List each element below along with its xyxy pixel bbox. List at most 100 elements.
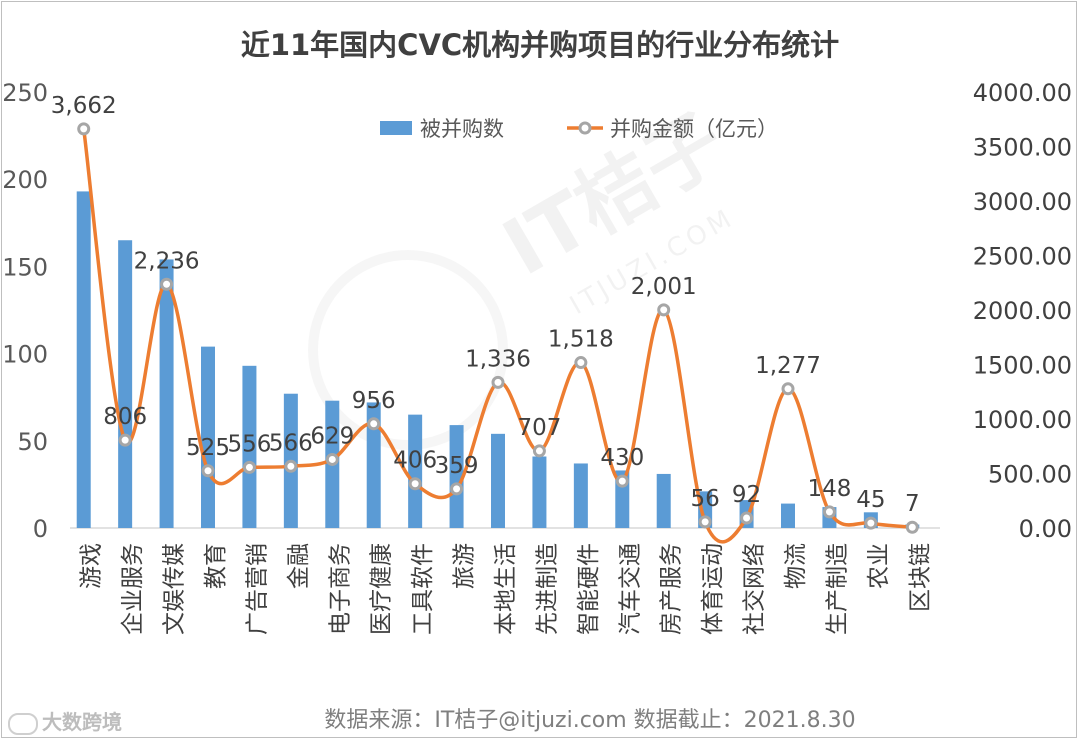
x-tick-label: 房产服务 — [659, 543, 685, 635]
line-point — [160, 277, 174, 291]
line-point — [615, 474, 629, 488]
x-tick-label: 医疗健康 — [369, 543, 395, 635]
line-point — [367, 417, 381, 431]
line-data-label: 1,518 — [548, 327, 614, 353]
y-left-tick-label: 50 — [17, 428, 48, 456]
line-point — [77, 122, 91, 136]
x-tick-label: 汽车交通 — [617, 543, 643, 635]
line-data-label: 56 — [691, 486, 720, 512]
line-data-label: 707 — [517, 415, 561, 441]
bar — [408, 414, 423, 528]
line-data-label: 956 — [352, 388, 396, 414]
x-tick-label: 体育运动 — [700, 543, 726, 635]
brand-icon — [8, 712, 38, 735]
y-right-tick-label: 1000.00 — [973, 406, 1072, 434]
x-tick-label: 本地生活 — [493, 543, 519, 635]
x-tick-label: 金融 — [286, 543, 312, 589]
line-data-label: 629 — [310, 423, 354, 449]
y-left-tick-label: 100 — [2, 341, 48, 369]
line-data-label: 2,001 — [631, 274, 697, 300]
line-point — [450, 482, 464, 496]
y-left-tick-label: 250 — [2, 79, 48, 107]
y-right-tick-label: 500.00 — [988, 461, 1072, 489]
x-tick-label: 电子商务 — [327, 543, 353, 635]
bar — [532, 456, 547, 528]
line-data-label: 1,336 — [465, 346, 531, 372]
y-right-tick-label: 1500.00 — [973, 352, 1072, 380]
x-tick-label: 广告营销 — [244, 543, 270, 635]
bar — [159, 259, 174, 528]
line-data-label: 525 — [186, 435, 230, 461]
line-point — [242, 460, 256, 474]
line-point — [491, 375, 505, 389]
x-tick-label: 先进制造 — [534, 543, 560, 635]
bar — [242, 365, 257, 528]
line-point — [118, 433, 132, 447]
line-point — [408, 477, 422, 491]
legend-bar-swatch — [380, 121, 412, 135]
legend-bar-label: 被并购数 — [420, 117, 504, 141]
x-tick-label: 区块链 — [907, 543, 933, 612]
line-point — [325, 452, 339, 466]
line-data-label: 1,277 — [755, 353, 821, 379]
bar — [656, 473, 671, 528]
brand-name: 大数跨境 — [42, 710, 122, 734]
line-data-label: 430 — [600, 445, 644, 471]
source-note: 数据来源：IT桔子@itjuzi.com 数据截止：2021.8.30 — [324, 708, 856, 733]
y-left-tick-label: 200 — [2, 166, 48, 194]
x-tick-label: 物流 — [783, 543, 809, 589]
line-data-label: 406 — [393, 448, 437, 474]
line-data-label: 3,662 — [51, 93, 117, 119]
line-data-label: 566 — [269, 430, 313, 456]
line-point — [284, 459, 298, 473]
line-data-label: 92 — [732, 482, 761, 508]
line-series — [77, 122, 919, 544]
bar — [573, 463, 588, 528]
line-data-label: 7 — [905, 491, 920, 517]
bar — [118, 240, 133, 529]
bar — [491, 433, 505, 528]
y-right-tick-label: 2000.00 — [973, 297, 1072, 325]
legend: 被并购数 并购金额（亿元） — [380, 117, 778, 141]
x-tick-label: 教育 — [203, 543, 229, 589]
x-tick-label: 企业服务 — [120, 543, 146, 635]
legend-line-label: 并购金额（亿元） — [610, 117, 778, 141]
line-point — [532, 444, 546, 458]
y-right-tick-label: 2500.00 — [973, 243, 1072, 271]
x-tick-label: 社交网络 — [742, 543, 768, 635]
x-tick-label: 生产制造 — [824, 543, 850, 635]
y-left-tick-label: 150 — [2, 253, 48, 281]
line-data-label: 2,236 — [134, 248, 200, 274]
line-data-label: 806 — [103, 404, 147, 430]
line-data-label: 359 — [435, 453, 479, 479]
line-point — [574, 356, 588, 370]
line-point — [201, 464, 215, 478]
line-data-label: 556 — [227, 431, 271, 457]
line-point — [657, 303, 671, 317]
bar — [449, 425, 464, 528]
y-left-tick-label: 0 — [33, 515, 48, 543]
y-right-tick-label: 3000.00 — [973, 188, 1072, 216]
line-point — [905, 520, 919, 534]
y-right-tick-label: 3500.00 — [973, 134, 1072, 162]
line-point — [781, 382, 795, 396]
legend-line-marker — [578, 121, 592, 135]
line-point — [698, 515, 712, 529]
x-tick-label: 游戏 — [79, 543, 105, 589]
bar — [76, 191, 91, 528]
axes: 0 50 100 150 200 2500.00 500.00 1000.00 1500.00 2… — [2, 79, 1072, 635]
chart-title: 近11年国内CVC机构并购项目的行业分布统计 — [240, 28, 840, 62]
brand-mark: 大数跨境 — [8, 706, 122, 735]
line-point — [864, 516, 878, 530]
x-tick-label: 农业 — [866, 543, 892, 589]
line-point — [822, 505, 836, 519]
x-tick-label: 智能硬件 — [576, 543, 602, 635]
line-data-label: 148 — [807, 476, 851, 502]
line-point — [740, 511, 754, 525]
line-data-label: 45 — [856, 487, 885, 513]
x-tick-label: 工具软件 — [410, 543, 436, 635]
bar — [366, 402, 381, 528]
